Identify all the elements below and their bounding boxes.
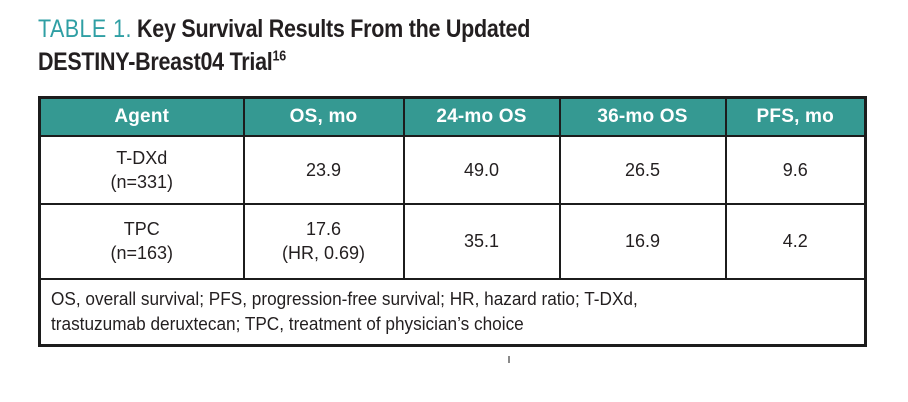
cell-24mo-os-tpc: 35.1: [402, 202, 561, 280]
table-footnote: OS, overall survival; PFS, progression-f…: [38, 277, 867, 346]
header-24mo-os: 24-mo OS: [402, 96, 561, 137]
header-row: Agent OS, mo 24-mo OS 36-mo OS PFS, mo: [38, 96, 867, 137]
cell-36mo-os-tdxd: 26.5: [558, 134, 727, 205]
header-agent: Agent: [38, 96, 245, 137]
registration-tick: [508, 356, 510, 363]
agent-n: (n=163): [110, 243, 174, 263]
cell-24mo-os-tdxd: 49.0: [402, 134, 561, 205]
header-36mo-os: 36-mo OS: [558, 96, 727, 137]
table-row-tdxd: T-DXd (n=331) 23.9 49.0 26.5 9.6: [38, 134, 867, 205]
agent-n: (n=331): [110, 171, 174, 192]
cell-pfs-tpc: 4.2: [724, 202, 867, 280]
footnote-row: OS, overall survival; PFS, progression-f…: [38, 277, 867, 346]
table-title: TABLE 1. Key Survival Results From the Up…: [38, 13, 898, 79]
title-line-2: DESTINY-Breast04 Trial16: [38, 46, 778, 79]
os-value: 17.6: [305, 219, 342, 239]
header-os-mo: OS, mo: [242, 96, 405, 137]
title-text-line1: Key Survival Results From the Updated: [137, 15, 531, 43]
footnote-line-2: trastuzumab deruxtecan; TPC, treatment o…: [51, 312, 524, 334]
title-line-1: TABLE 1. Key Survival Results From the Up…: [38, 13, 778, 46]
cell-agent-tdxd: T-DXd (n=331): [38, 134, 245, 205]
os-note: (HR, 0.69): [281, 243, 366, 263]
cell-os-tpc: 17.6 (HR, 0.69): [242, 202, 405, 280]
os-value: 23.9: [305, 159, 342, 180]
table-row-tpc: TPC (n=163) 17.6 (HR, 0.69) 35.1 16.9 4.…: [38, 202, 867, 280]
reference-superscript: 16: [272, 48, 287, 65]
cell-pfs-tdxd: 9.6: [724, 134, 867, 205]
table-number-label: TABLE 1.: [38, 15, 132, 43]
footnote-line-1: OS, overall survival; PFS, progression-f…: [51, 287, 638, 309]
agent-name: TPC: [123, 219, 160, 239]
cell-36mo-os-tpc: 16.9: [558, 202, 727, 280]
header-pfs-mo: PFS, mo: [724, 96, 867, 137]
results-table: Agent OS, mo 24-mo OS 36-mo OS PFS, mo T…: [38, 96, 867, 347]
cell-agent-tpc: TPC (n=163): [38, 202, 245, 280]
cell-os-tdxd: 23.9: [242, 134, 405, 205]
title-text-line2: DESTINY-Breast04 Trial: [38, 48, 273, 76]
footnote-text: OS, overall survival; PFS, progression-f…: [51, 286, 798, 336]
agent-name: T-DXd: [116, 147, 168, 168]
